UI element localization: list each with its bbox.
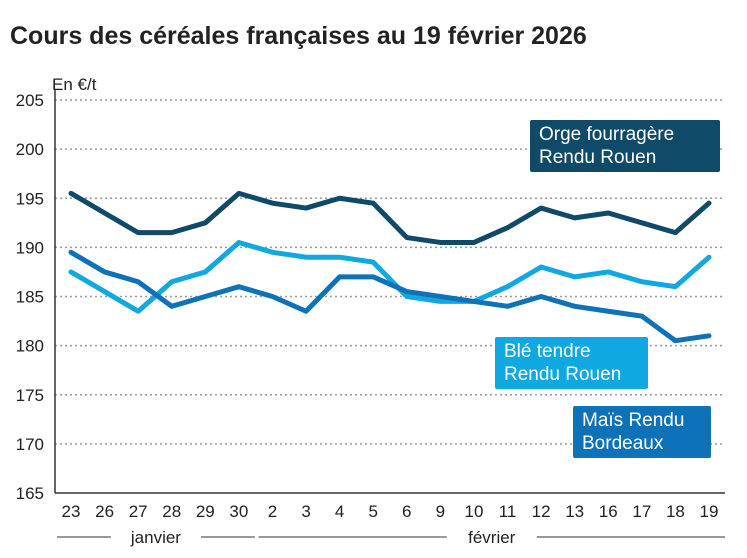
y-tick-label: 205	[16, 91, 44, 110]
x-tick-label: 16	[599, 502, 618, 521]
legend-ble: Blé tendre Rendu Rouen	[495, 337, 648, 389]
series-line	[68, 249, 712, 344]
legend-mais: Maïs Rendu Bordeaux	[573, 406, 711, 458]
x-tick-label: 9	[436, 502, 445, 521]
chart-title: Cours des céréales françaises au 19 févr…	[10, 22, 587, 50]
series-line	[68, 190, 712, 245]
x-tick-label: 4	[335, 502, 344, 521]
x-tick-label: 26	[95, 502, 114, 521]
x-tick-label: 12	[532, 502, 551, 521]
x-tick-label: 6	[402, 502, 411, 521]
y-tick-label: 200	[16, 140, 44, 159]
x-tick-label: 23	[62, 502, 81, 521]
y-tick-label: 170	[16, 435, 44, 454]
x-tick-label: 2	[268, 502, 277, 521]
x-tick-label: 5	[368, 502, 377, 521]
legend-orge-text: Orge fourragère Rendu Rouen	[539, 124, 675, 168]
month-label: janvier	[130, 528, 181, 547]
x-tick-label: 28	[162, 502, 181, 521]
x-tick-label: 17	[632, 502, 651, 521]
x-tick-label: 19	[700, 502, 719, 521]
y-tick-label: 180	[16, 337, 44, 356]
y-axis-label: En €/t	[52, 75, 97, 94]
legend-mais-text: Maïs Rendu Bordeaux	[582, 410, 685, 454]
y-tick-label: 190	[16, 238, 44, 257]
y-tick-label: 195	[16, 189, 44, 208]
x-tick-label: 30	[229, 502, 248, 521]
series-line	[68, 239, 712, 314]
legend-ble-text: Blé tendre Rendu Rouen	[504, 341, 622, 385]
y-tick-label: 175	[16, 386, 44, 405]
x-tick-label: 10	[464, 502, 483, 521]
x-tick-label: 3	[301, 502, 310, 521]
x-tick-label: 11	[499, 502, 517, 521]
y-tick-label: 165	[16, 484, 44, 503]
legend-orge: Orge fourragère Rendu Rouen	[530, 120, 720, 172]
x-tick-label: 29	[196, 502, 215, 521]
y-tick-label: 185	[16, 288, 44, 307]
x-tick-label: 27	[129, 502, 148, 521]
x-tick-label: 13	[565, 502, 584, 521]
x-tick-label: 18	[666, 502, 685, 521]
month-label: février	[468, 528, 516, 547]
